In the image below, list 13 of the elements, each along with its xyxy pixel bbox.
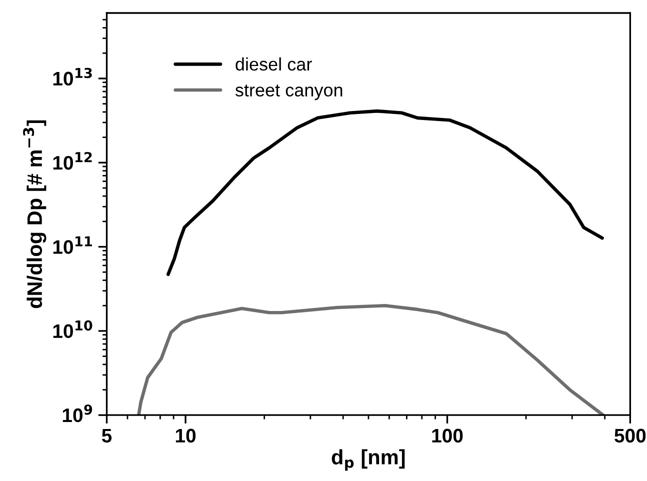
y-tick-label: 10$^{13}$ [53, 68, 92, 86]
x-axis-title: d$_{p}$ [nm] [332, 449, 405, 471]
y-tick-label: 10$^{9}$ [62, 404, 92, 422]
x-tick-label: 10 [176, 428, 196, 443]
legend-label: street canyon [235, 84, 342, 100]
y-tick-label: 10$^{12}$ [53, 152, 92, 170]
x-tick-label: 5 [102, 429, 112, 443]
legend-label: diesel car [236, 57, 312, 71]
x-tick-label: 100 [432, 428, 463, 443]
y-axis-title: dN/dlog Dp [# m$^{−3}$] [23, 120, 46, 308]
x-tick-label: 500 [614, 428, 646, 443]
y-tick-label: 10$^{11}$ [53, 236, 92, 254]
y-tick-label: 10$^{10}$ [53, 320, 92, 338]
